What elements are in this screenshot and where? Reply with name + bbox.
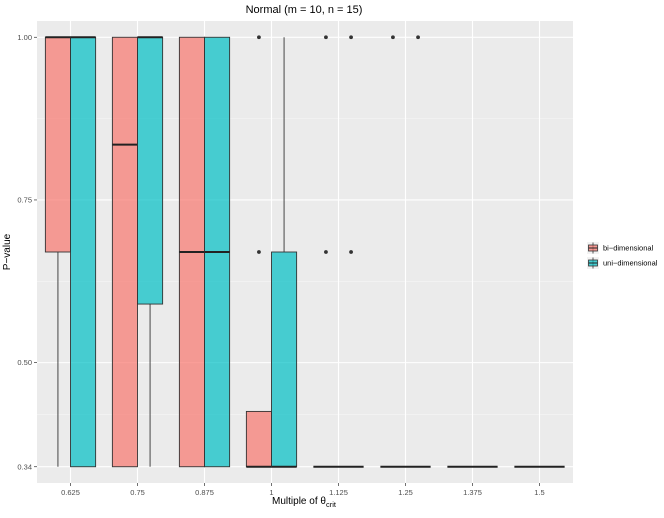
y-tick-label: 0.34 [17, 462, 32, 471]
outliers [257, 35, 420, 254]
y-axis: 0.34 0.50 0.75 1.00 [17, 33, 37, 471]
x-axis-title: Multiple of θcrit [272, 496, 337, 509]
x-tick-label: 1 [269, 488, 273, 497]
legend-key [587, 257, 599, 269]
outlier-point [416, 35, 420, 40]
x-tick-label: 1.375 [463, 488, 482, 497]
box-0-0 [44, 36, 71, 467]
x-tick-label: 1.5 [534, 488, 544, 497]
outlier-point [324, 250, 328, 254]
outlier-point [257, 35, 261, 40]
box-body [44, 36, 71, 253]
box-1-0 [70, 36, 97, 468]
y-axis-title: P−value [2, 233, 13, 270]
y-tick-label: 0.50 [17, 358, 32, 367]
outlier-point [391, 35, 395, 40]
legend-label: uni−dimensional [603, 259, 658, 268]
x-tick-label: 0.75 [130, 488, 145, 497]
x-axis: 0.625 0.75 0.875 1 1.125 1.25 1.375 1.5 [61, 483, 545, 497]
outlier-point [349, 35, 353, 40]
y-tick-label: 1.00 [17, 33, 32, 42]
box-0-1 [111, 36, 138, 468]
outlier-point [324, 35, 328, 40]
box-0-3 [245, 410, 272, 468]
box-0-2 [178, 36, 205, 468]
x-tick-label: 1.25 [398, 488, 413, 497]
x-axis-title-main: Multiple of θ [272, 496, 326, 507]
box-body [245, 410, 272, 468]
outlier-point [257, 250, 261, 254]
chart-title: Normal (m = 10, n = 15) [246, 4, 363, 16]
x-tick-label: 0.625 [61, 488, 80, 497]
box-body [111, 36, 138, 468]
x-tick-label: 0.875 [195, 488, 214, 497]
legend: bi−dimensional uni−dimensional [587, 242, 658, 269]
box-1-2 [204, 36, 231, 468]
legend-key [587, 242, 599, 254]
legend-label: bi−dimensional [603, 244, 654, 253]
x-axis-title-subscript: crit [326, 500, 337, 509]
y-tick-label: 0.75 [17, 196, 32, 205]
x-tick-label: 1.125 [329, 488, 348, 497]
box-1-1 [137, 36, 164, 467]
box-1-3 [271, 37, 298, 468]
outlier-point [349, 250, 353, 254]
box-body [137, 36, 164, 305]
boxes [44, 36, 565, 468]
box-body [70, 36, 97, 468]
box-body [271, 251, 298, 468]
